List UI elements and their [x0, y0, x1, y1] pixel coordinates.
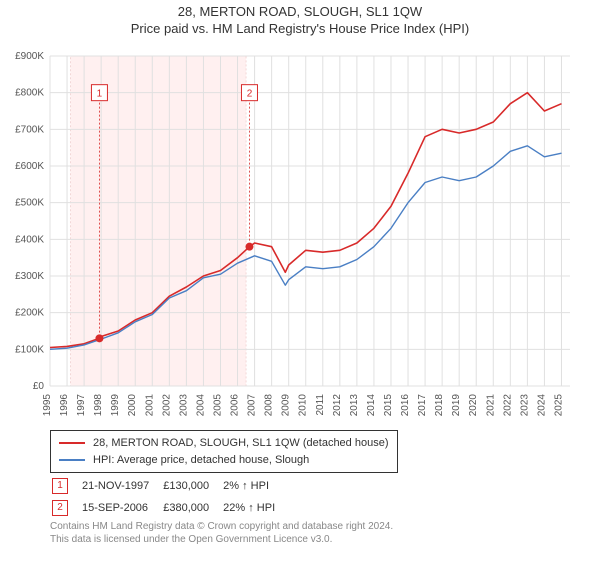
- marker-price: £380,000: [163, 498, 221, 518]
- svg-text:2017: 2017: [417, 394, 428, 417]
- svg-text:£200K: £200K: [15, 308, 44, 319]
- svg-text:2024: 2024: [536, 394, 547, 417]
- marker-date: 21-NOV-1997: [82, 476, 161, 496]
- legend-swatch: [59, 459, 85, 461]
- svg-text:2007: 2007: [247, 394, 258, 417]
- svg-text:2014: 2014: [366, 394, 377, 417]
- svg-text:2002: 2002: [161, 394, 172, 417]
- page-title: 28, MERTON ROAD, SLOUGH, SL1 1QW: [0, 4, 600, 19]
- svg-text:2023: 2023: [519, 394, 530, 417]
- marker-badge: 2: [52, 500, 68, 516]
- legend: 28, MERTON ROAD, SLOUGH, SL1 1QW (detach…: [50, 430, 398, 473]
- table-row: 1 21-NOV-1997 £130,000 2% ↑ HPI: [52, 476, 287, 496]
- svg-text:1999: 1999: [110, 394, 121, 417]
- svg-text:2003: 2003: [178, 394, 189, 417]
- svg-text:2025: 2025: [553, 394, 564, 417]
- svg-text:£700K: £700K: [15, 124, 44, 135]
- marker-date: 15-SEP-2006: [82, 498, 161, 518]
- svg-text:1998: 1998: [93, 394, 104, 417]
- svg-text:2: 2: [247, 89, 253, 100]
- marker-price: £130,000: [163, 476, 221, 496]
- svg-text:2010: 2010: [298, 394, 309, 417]
- svg-text:2013: 2013: [349, 394, 360, 417]
- legend-item: 28, MERTON ROAD, SLOUGH, SL1 1QW (detach…: [59, 435, 389, 452]
- svg-text:2019: 2019: [451, 394, 462, 417]
- svg-text:2018: 2018: [434, 394, 445, 417]
- marker-table: 1 21-NOV-1997 £130,000 2% ↑ HPI 2 15-SEP…: [50, 474, 289, 520]
- marker-change: 22% ↑ HPI: [223, 498, 287, 518]
- footer-line: Contains HM Land Registry data © Crown c…: [50, 520, 393, 533]
- legend-swatch: [59, 442, 85, 444]
- svg-text:2001: 2001: [144, 394, 155, 417]
- svg-text:£600K: £600K: [15, 161, 44, 172]
- legend-label: HPI: Average price, detached house, Slou…: [93, 452, 309, 469]
- legend-label: 28, MERTON ROAD, SLOUGH, SL1 1QW (detach…: [93, 435, 389, 452]
- footer-line: This data is licensed under the Open Gov…: [50, 533, 393, 546]
- legend-item: HPI: Average price, detached house, Slou…: [59, 452, 389, 469]
- svg-text:2000: 2000: [127, 394, 138, 417]
- page-subtitle: Price paid vs. HM Land Registry's House …: [0, 21, 600, 36]
- svg-text:£400K: £400K: [15, 234, 44, 245]
- svg-text:2008: 2008: [264, 394, 275, 417]
- svg-text:£0: £0: [33, 381, 45, 392]
- svg-text:1996: 1996: [59, 394, 70, 417]
- svg-text:2006: 2006: [230, 394, 241, 417]
- svg-text:2004: 2004: [195, 394, 206, 417]
- svg-text:2022: 2022: [502, 394, 513, 417]
- svg-text:£900K: £900K: [15, 51, 44, 62]
- svg-text:1997: 1997: [76, 394, 87, 417]
- svg-text:£500K: £500K: [15, 198, 44, 209]
- footer: Contains HM Land Registry data © Crown c…: [50, 520, 393, 546]
- svg-text:2015: 2015: [383, 394, 394, 417]
- svg-text:2011: 2011: [315, 394, 326, 416]
- svg-text:2020: 2020: [468, 394, 479, 417]
- svg-text:2005: 2005: [212, 394, 223, 417]
- marker-change: 2% ↑ HPI: [223, 476, 287, 496]
- table-row: 2 15-SEP-2006 £380,000 22% ↑ HPI: [52, 498, 287, 518]
- svg-text:£100K: £100K: [15, 344, 44, 355]
- svg-text:1: 1: [97, 89, 103, 100]
- svg-text:1995: 1995: [42, 394, 53, 417]
- svg-text:2016: 2016: [400, 394, 411, 417]
- svg-text:£300K: £300K: [15, 271, 44, 282]
- marker-badge: 1: [52, 478, 68, 494]
- chart: £0 £100K £200K £300K £400K £500K £600K £700K £80…: [0, 46, 600, 426]
- svg-text:2012: 2012: [332, 394, 343, 417]
- svg-text:2021: 2021: [485, 394, 496, 417]
- svg-text:2009: 2009: [281, 394, 292, 417]
- svg-text:£800K: £800K: [15, 88, 44, 99]
